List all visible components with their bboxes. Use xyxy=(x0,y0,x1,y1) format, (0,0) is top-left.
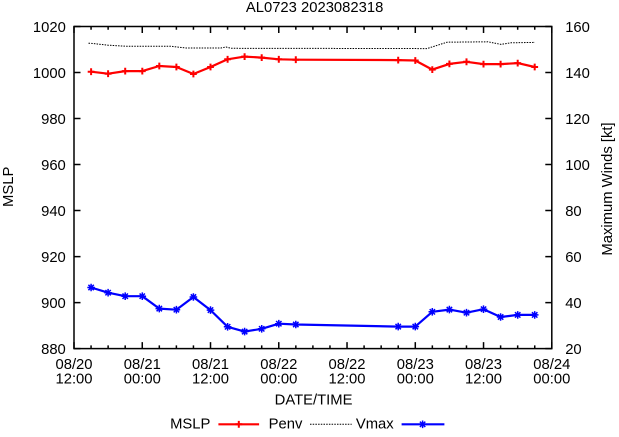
svg-text:MSLP: MSLP xyxy=(170,417,210,433)
svg-text:08/20: 08/20 xyxy=(55,357,92,373)
svg-text:12:00: 12:00 xyxy=(55,371,92,387)
svg-text:Vmax: Vmax xyxy=(356,417,394,433)
svg-text:08/21: 08/21 xyxy=(124,357,161,373)
svg-text:140: 140 xyxy=(565,66,590,82)
svg-text:08/23: 08/23 xyxy=(465,357,502,373)
svg-text:940: 940 xyxy=(41,204,66,220)
svg-text:20: 20 xyxy=(565,342,581,358)
svg-text:880: 880 xyxy=(41,342,66,358)
svg-text:MSLP: MSLP xyxy=(1,167,17,207)
svg-text:00:00: 00:00 xyxy=(124,371,161,387)
svg-text:08/22: 08/22 xyxy=(328,357,365,373)
svg-text:00:00: 00:00 xyxy=(533,371,570,387)
svg-text:12:00: 12:00 xyxy=(192,371,229,387)
svg-text:08/21: 08/21 xyxy=(192,357,229,373)
svg-text:08/22: 08/22 xyxy=(260,357,297,373)
svg-text:08/23: 08/23 xyxy=(397,357,434,373)
svg-text:1020: 1020 xyxy=(33,20,66,36)
svg-text:120: 120 xyxy=(565,112,590,128)
svg-text:12:00: 12:00 xyxy=(465,371,502,387)
svg-text:60: 60 xyxy=(565,250,581,266)
svg-text:1000: 1000 xyxy=(33,66,66,82)
svg-text:08/24: 08/24 xyxy=(533,357,570,373)
svg-text:DATE/TIME: DATE/TIME xyxy=(275,393,353,409)
svg-text:12:00: 12:00 xyxy=(328,371,365,387)
svg-text:960: 960 xyxy=(41,158,66,174)
svg-text:00:00: 00:00 xyxy=(397,371,434,387)
svg-text:900: 900 xyxy=(41,296,66,312)
svg-text:Penv: Penv xyxy=(269,417,303,433)
svg-text:100: 100 xyxy=(565,158,590,174)
svg-text:AL0723 2023082318: AL0723 2023082318 xyxy=(246,0,383,16)
svg-text:160: 160 xyxy=(565,20,590,36)
svg-text:Maximum Winds [kt]: Maximum Winds [kt] xyxy=(600,122,616,255)
svg-text:980: 980 xyxy=(41,112,66,128)
svg-text:920: 920 xyxy=(41,250,66,266)
svg-text:80: 80 xyxy=(565,204,581,220)
svg-text:40: 40 xyxy=(565,296,581,312)
svg-text:00:00: 00:00 xyxy=(260,371,297,387)
